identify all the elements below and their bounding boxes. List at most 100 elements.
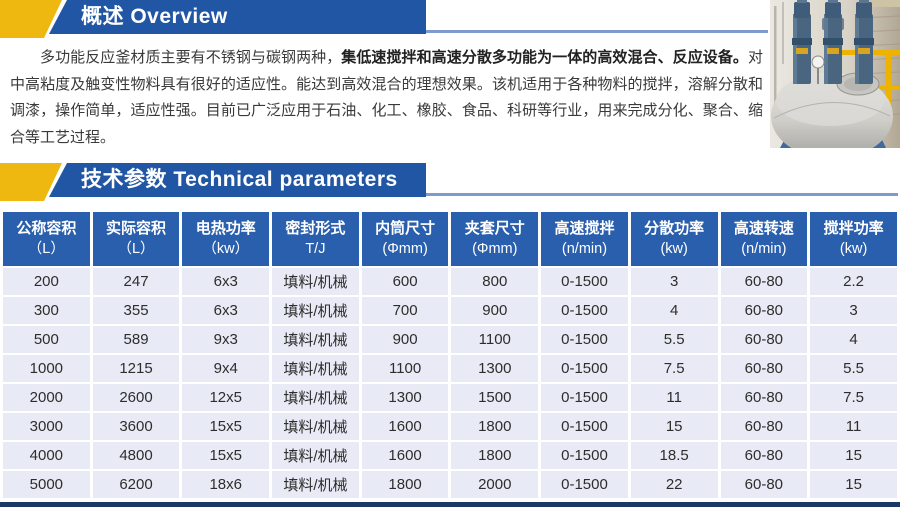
table-cell: 5.5 bbox=[630, 326, 718, 353]
table-cell: 12x5 bbox=[182, 384, 270, 411]
table-cell: 2.2 bbox=[810, 268, 897, 295]
table-cell: 0-1500 bbox=[541, 471, 628, 498]
table-cell: 1800 bbox=[451, 442, 539, 469]
column-header: 电热功率 （kw） bbox=[182, 212, 270, 266]
table-row: 200 247 6x3 填料/机械 600 800 0-1500 3 60-80 2.2 bbox=[3, 268, 897, 295]
table-cell: 3 bbox=[810, 297, 897, 324]
column-header: 夹套尺寸 (Φmm) bbox=[451, 212, 539, 266]
table-cell: 2000 bbox=[451, 471, 539, 498]
table-cell: 900 bbox=[361, 326, 449, 353]
table-cell: 4000 bbox=[3, 442, 90, 469]
table-cell: 589 bbox=[92, 326, 180, 353]
table-cell: 60-80 bbox=[720, 442, 808, 469]
column-header: 搅拌功率 (kw) bbox=[810, 212, 897, 266]
overview-banner: 概述 Overview bbox=[0, 0, 900, 38]
table-cell: 247 bbox=[92, 268, 180, 295]
table-cell: 800 bbox=[451, 268, 539, 295]
table-cell: 355 bbox=[92, 297, 180, 324]
table-cell: 500 bbox=[3, 326, 90, 353]
table-cell: 6200 bbox=[92, 471, 180, 498]
table-cell: 60-80 bbox=[720, 326, 808, 353]
table-row: 300 355 6x3 填料/机械 700 900 0-1500 4 60-80 3 bbox=[3, 297, 897, 324]
table-cell: 6x3 bbox=[182, 268, 270, 295]
table-cell: 0-1500 bbox=[541, 442, 628, 469]
overview-text-segment: 多功能反应釜材质主要有不锈钢与碳钢两种， bbox=[40, 49, 342, 66]
table-row: 1000 1215 9x4 填料/机械 1100 1300 0-1500 7.5 60-80 5.… bbox=[3, 355, 897, 382]
column-header: 实际容积 （L） bbox=[92, 212, 180, 266]
table-cell: 15x5 bbox=[182, 413, 270, 440]
table-cell: 15 bbox=[810, 471, 897, 498]
table-cell: 700 bbox=[361, 297, 449, 324]
spec-table-header-row: 公称容积 （L） 实际容积 （L） 电热功率 （kw） 密封形式 T/J 内筒尺寸 (Φmm) 夹套… bbox=[3, 212, 897, 266]
table-cell: 60-80 bbox=[720, 384, 808, 411]
table-cell: 2600 bbox=[92, 384, 180, 411]
table-cell: 9x3 bbox=[182, 326, 270, 353]
table-cell: 7.5 bbox=[810, 384, 897, 411]
table-cell: 0-1500 bbox=[541, 297, 628, 324]
table-cell: 1800 bbox=[451, 413, 539, 440]
table-cell: 600 bbox=[361, 268, 449, 295]
table-cell: 200 bbox=[3, 268, 90, 295]
table-cell: 1000 bbox=[3, 355, 90, 382]
table-cell: 6x3 bbox=[182, 297, 270, 324]
table-row: 5000 6200 18x6 填料/机械 1800 2000 0-1500 22 60-80 15 bbox=[3, 471, 897, 498]
table-cell: 4 bbox=[630, 297, 718, 324]
product-photo bbox=[770, 0, 900, 159]
technical-banner: 技术参数 Technical parameters bbox=[0, 163, 900, 201]
table-cell: 60-80 bbox=[720, 268, 808, 295]
table-cell: 填料/机械 bbox=[272, 268, 359, 295]
table-cell: 0-1500 bbox=[541, 268, 628, 295]
column-header: 高速搅拌 (n/min) bbox=[541, 212, 628, 266]
table-cell: 60-80 bbox=[720, 413, 808, 440]
table-row: 500 589 9x3 填料/机械 900 1100 0-1500 5.5 60-80 4 bbox=[3, 326, 897, 353]
table-cell: 0-1500 bbox=[541, 413, 628, 440]
table-cell: 18.5 bbox=[630, 442, 718, 469]
table-cell: 填料/机械 bbox=[272, 471, 359, 498]
table-cell: 3600 bbox=[92, 413, 180, 440]
table-cell: 60-80 bbox=[720, 471, 808, 498]
table-cell: 1600 bbox=[361, 442, 449, 469]
table-cell: 300 bbox=[3, 297, 90, 324]
table-cell: 1800 bbox=[361, 471, 449, 498]
table-cell: 11 bbox=[630, 384, 718, 411]
overview-banner-title: 概述 Overview bbox=[49, 0, 426, 34]
table-cell: 4 bbox=[810, 326, 897, 353]
table-cell: 60-80 bbox=[720, 297, 808, 324]
table-cell: 0-1500 bbox=[541, 355, 628, 382]
table-cell: 15 bbox=[810, 442, 897, 469]
table-cell: 填料/机械 bbox=[272, 326, 359, 353]
overview-text-segment: 集低速搅拌和高速分散多功能为一体的高效混合、反应设备。 bbox=[341, 49, 748, 66]
table-cell: 1215 bbox=[92, 355, 180, 382]
table-cell: 填料/机械 bbox=[272, 442, 359, 469]
table-cell: 7.5 bbox=[630, 355, 718, 382]
table-cell: 1500 bbox=[451, 384, 539, 411]
overview-text-segment: 对中高粘度及触变性物料具有很好的适应性。能达到高效混合的理想效果。该机适用于各种… bbox=[10, 49, 763, 146]
table-cell: 5.5 bbox=[810, 355, 897, 382]
table-cell: 填料/机械 bbox=[272, 355, 359, 382]
reaction-kettle-illustration bbox=[770, 0, 900, 159]
table-cell: 2000 bbox=[3, 384, 90, 411]
technical-banner-title: 技术参数 Technical parameters bbox=[49, 163, 426, 197]
table-cell: 22 bbox=[630, 471, 718, 498]
table-cell: 1100 bbox=[451, 326, 539, 353]
column-header: 公称容积 （L） bbox=[3, 212, 90, 266]
overview-paragraph: 多功能反应釜材质主要有不锈钢与碳钢两种，集低速搅拌和高速分散多功能为一体的高效混… bbox=[10, 45, 763, 151]
banner-underline bbox=[426, 193, 898, 196]
spec-table-body: 200 247 6x3 填料/机械 600 800 0-1500 3 60-80 2.2 300 35… bbox=[3, 268, 897, 498]
table-cell: 填料/机械 bbox=[272, 413, 359, 440]
table-cell: 0-1500 bbox=[541, 326, 628, 353]
table-cell: 15x5 bbox=[182, 442, 270, 469]
table-cell: 18x6 bbox=[182, 471, 270, 498]
column-header: 密封形式 T/J bbox=[272, 212, 359, 266]
column-header: 分散功率 (kw) bbox=[630, 212, 718, 266]
table-cell: 11 bbox=[810, 413, 897, 440]
table-row: 2000 2600 12x5 填料/机械 1300 1500 0-1500 11 60-80 7.… bbox=[3, 384, 897, 411]
table-row: 4000 4800 15x5 填料/机械 1600 1800 0-1500 18.5 60-80… bbox=[3, 442, 897, 469]
table-cell: 1600 bbox=[361, 413, 449, 440]
spec-table: 公称容积 （L） 实际容积 （L） 电热功率 （kw） 密封形式 T/J 内筒尺寸 (Φmm) 夹套… bbox=[0, 210, 900, 500]
table-cell: 3 bbox=[630, 268, 718, 295]
banner-underline bbox=[426, 30, 768, 33]
table-row: 3000 3600 15x5 填料/机械 1600 1800 0-1500 15 60-80 11 bbox=[3, 413, 897, 440]
table-cell: 1300 bbox=[451, 355, 539, 382]
